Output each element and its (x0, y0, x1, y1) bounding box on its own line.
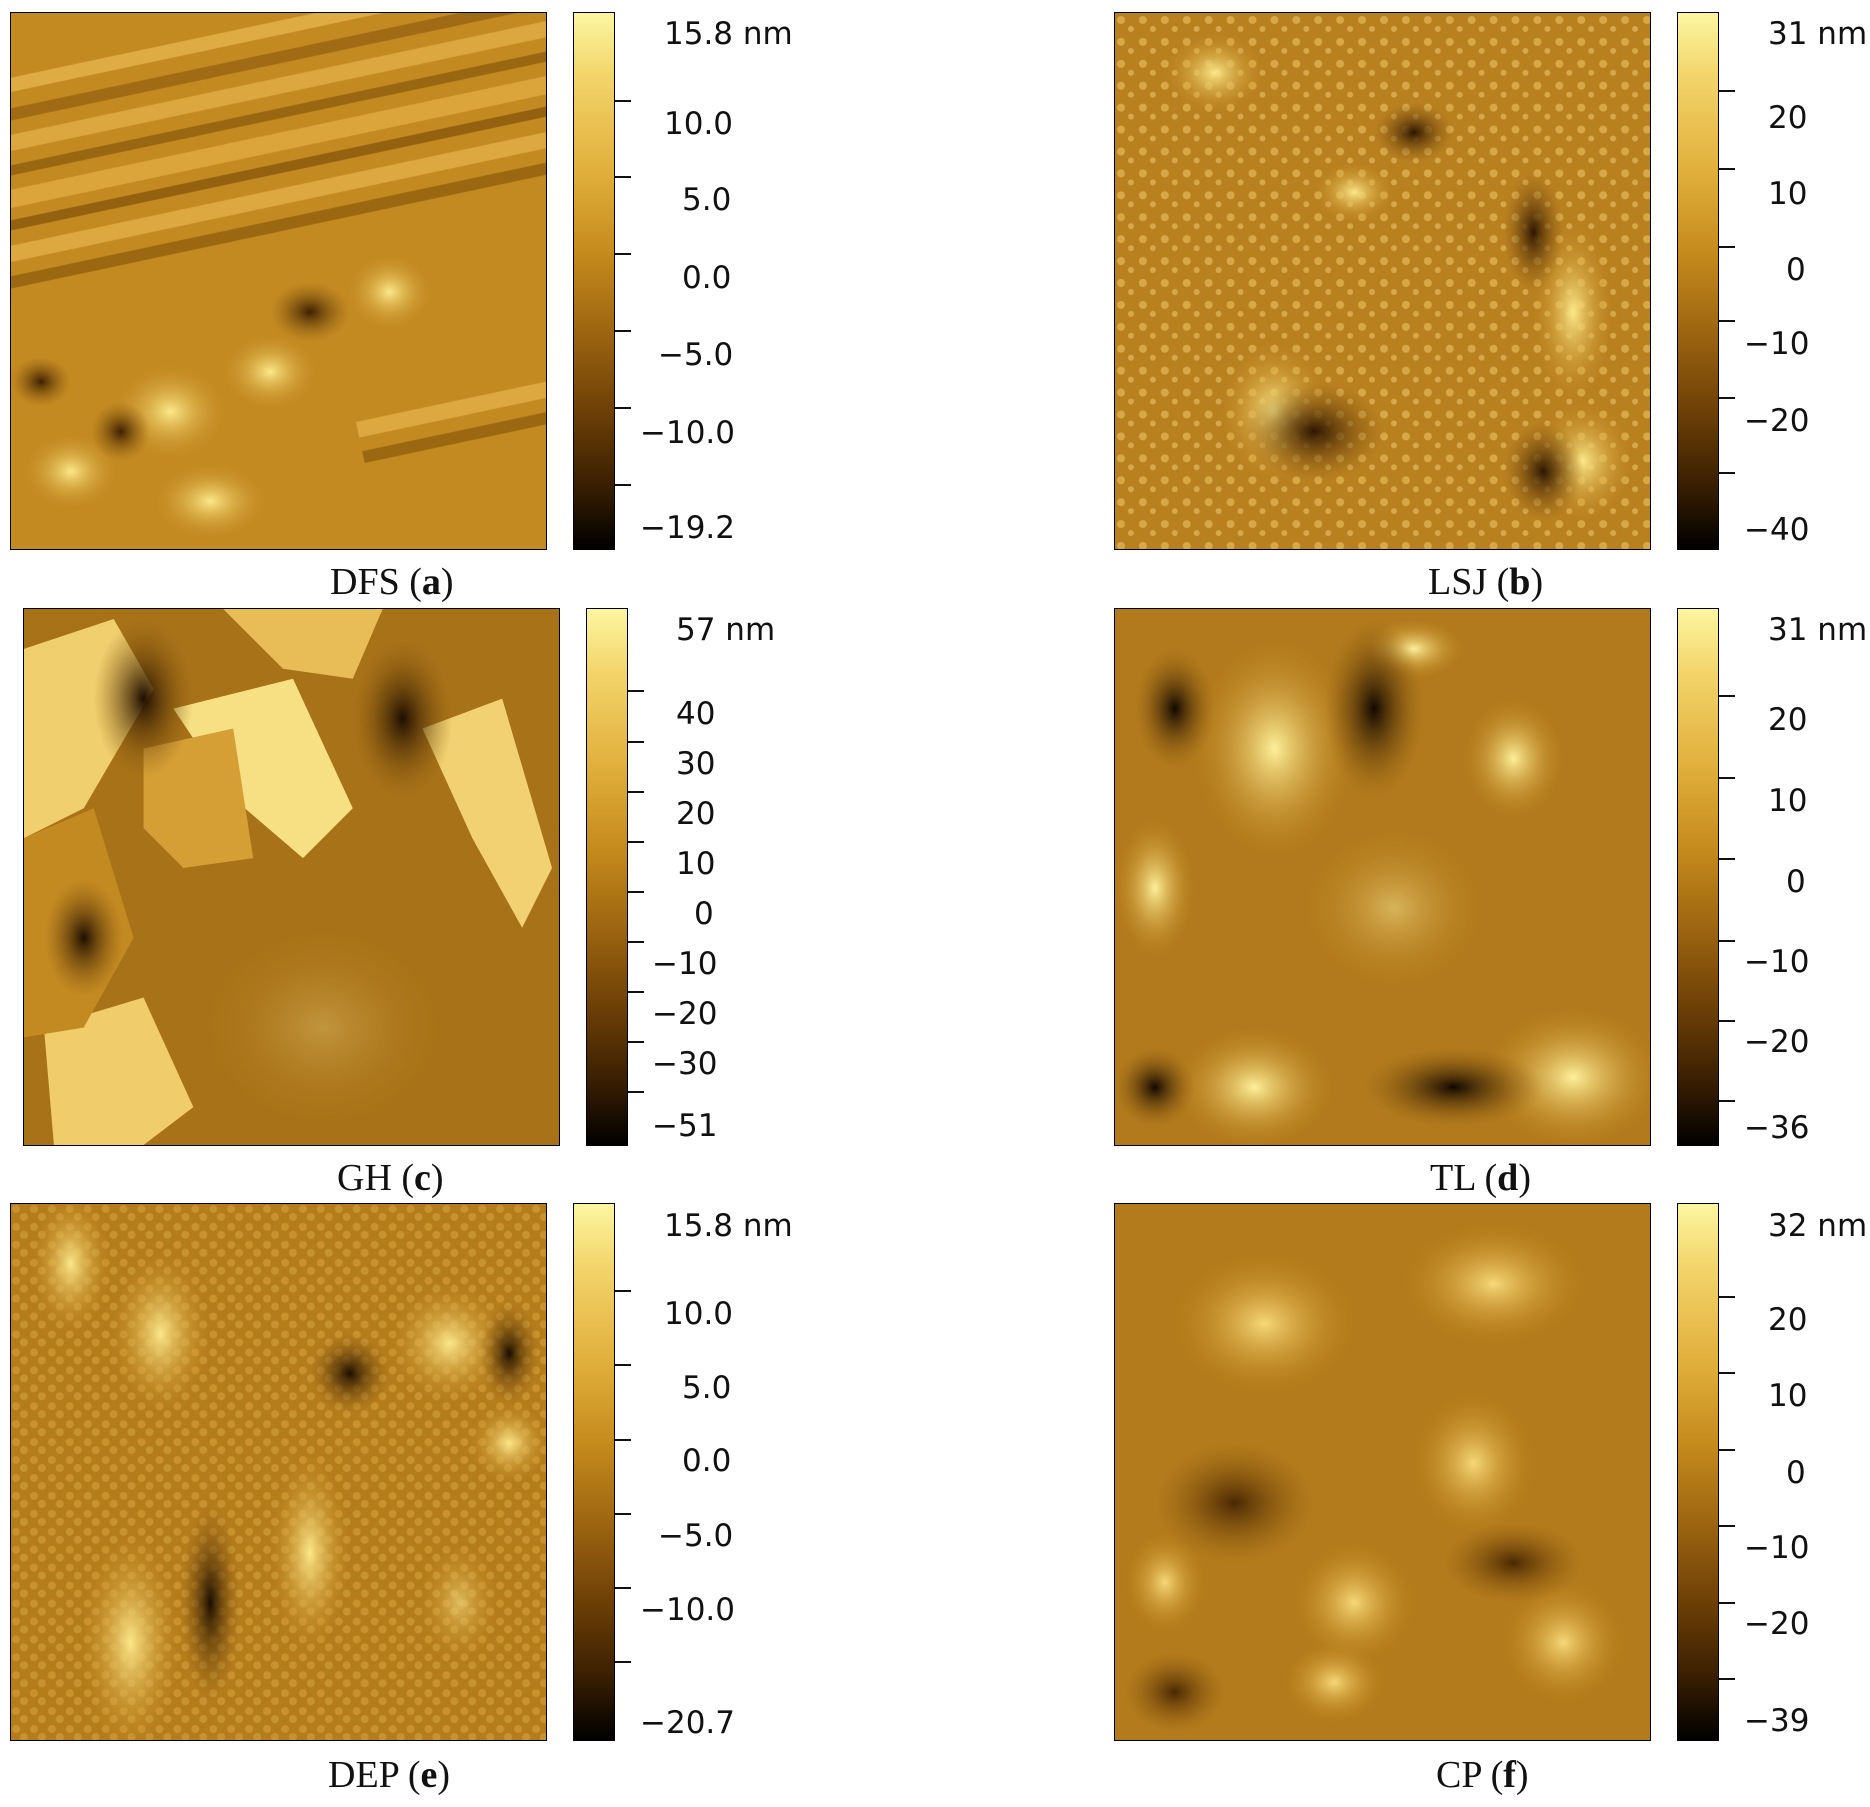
colorbar-label: 5.0 (682, 182, 732, 218)
panel-letter: c (414, 1157, 431, 1199)
sample-name: DEP (328, 1754, 399, 1796)
afm-image-f (1114, 1203, 1651, 1741)
colorbar-d (1677, 608, 1719, 1146)
afm-image-c (23, 608, 560, 1146)
colorbar-label: −20.7 (640, 1705, 735, 1741)
colorbar-label: 10 (1768, 783, 1808, 819)
caption-d: TL (d) (1430, 1157, 1531, 1199)
colorbar-label: 31 nm (1768, 612, 1868, 648)
sample-name: LSJ (1428, 561, 1488, 603)
colorbar-label: 57 nm (676, 612, 776, 648)
panel-letter: b (1509, 561, 1531, 603)
panel-letter: a (421, 561, 441, 603)
colorbar-label: −20 (1744, 1606, 1810, 1642)
colorbar-label: 10.0 (664, 106, 734, 142)
colorbar-label: 20 (1768, 100, 1808, 136)
colorbar-label: 0 (1786, 864, 1806, 900)
colorbar-label: 10 (1768, 176, 1808, 212)
colorbar-label: 20 (1768, 702, 1808, 738)
afm-image-b (1114, 12, 1651, 550)
caption-b: LSJ (b) (1428, 561, 1544, 603)
colorbar-b (1677, 12, 1719, 550)
colorbar-label: 31 nm (1768, 16, 1868, 52)
colorbar-label: −10 (652, 946, 718, 982)
colorbar-label: −39 (1744, 1703, 1810, 1739)
sample-name: DFS (330, 561, 400, 603)
colorbar-label: −36 (1744, 1110, 1810, 1146)
caption-c: GH (c) (337, 1157, 444, 1199)
afm-image-d (1114, 608, 1651, 1146)
panel-letter: d (1497, 1157, 1519, 1199)
colorbar-label: 40 (676, 696, 716, 732)
sample-name: CP (1436, 1754, 1482, 1796)
sample-name: TL (1430, 1157, 1476, 1199)
colorbar-label: 20 (1768, 1302, 1808, 1338)
colorbar-a (573, 12, 615, 550)
colorbar-label: 10 (676, 846, 716, 882)
colorbar-label: −20 (652, 996, 718, 1032)
colorbar-label: −20 (1744, 1024, 1810, 1060)
colorbar-label: −5.0 (658, 1518, 734, 1554)
colorbar-label: −20 (1744, 403, 1810, 439)
colorbar-label: 10.0 (664, 1296, 734, 1332)
colorbar-label: 0 (1786, 1455, 1806, 1491)
colorbar-label: 15.8 nm (664, 16, 793, 52)
afm-image-a (10, 12, 547, 550)
colorbar-f (1677, 1203, 1719, 1741)
colorbar-label: −10.0 (640, 415, 735, 451)
colorbar-label: 0 (694, 896, 714, 932)
colorbar-label: 0.0 (682, 260, 732, 296)
panel-letter: e (420, 1754, 438, 1796)
colorbar-label: 30 (676, 746, 716, 782)
colorbar-label: 0.0 (682, 1443, 732, 1479)
colorbar-label: 10 (1768, 1378, 1808, 1414)
caption-f: CP (f) (1436, 1754, 1529, 1796)
colorbar-label: −30 (652, 1046, 718, 1082)
colorbar-label: 5.0 (682, 1370, 732, 1406)
afm-image-e (10, 1203, 547, 1741)
colorbar-c (586, 608, 628, 1146)
colorbar-label: −40 (1744, 512, 1810, 548)
colorbar-label: −10 (1744, 944, 1810, 980)
colorbar-label: −10 (1744, 326, 1810, 362)
colorbar-label: −51 (652, 1108, 718, 1144)
colorbar-label: 32 nm (1768, 1208, 1868, 1244)
colorbar-label: 15.8 nm (664, 1208, 793, 1244)
panel-letter: f (1503, 1754, 1516, 1796)
colorbar-label: −19.2 (640, 510, 735, 546)
caption-e: DEP (e) (328, 1754, 451, 1796)
caption-a: DFS (a) (330, 561, 454, 603)
colorbar-label: −10.0 (640, 1592, 735, 1628)
colorbar-label: 20 (676, 796, 716, 832)
colorbar-e (573, 1203, 615, 1741)
colorbar-label: 0 (1786, 252, 1806, 288)
colorbar-label: −10 (1744, 1530, 1810, 1566)
sample-name: GH (337, 1157, 392, 1199)
colorbar-label: −5.0 (658, 337, 734, 373)
